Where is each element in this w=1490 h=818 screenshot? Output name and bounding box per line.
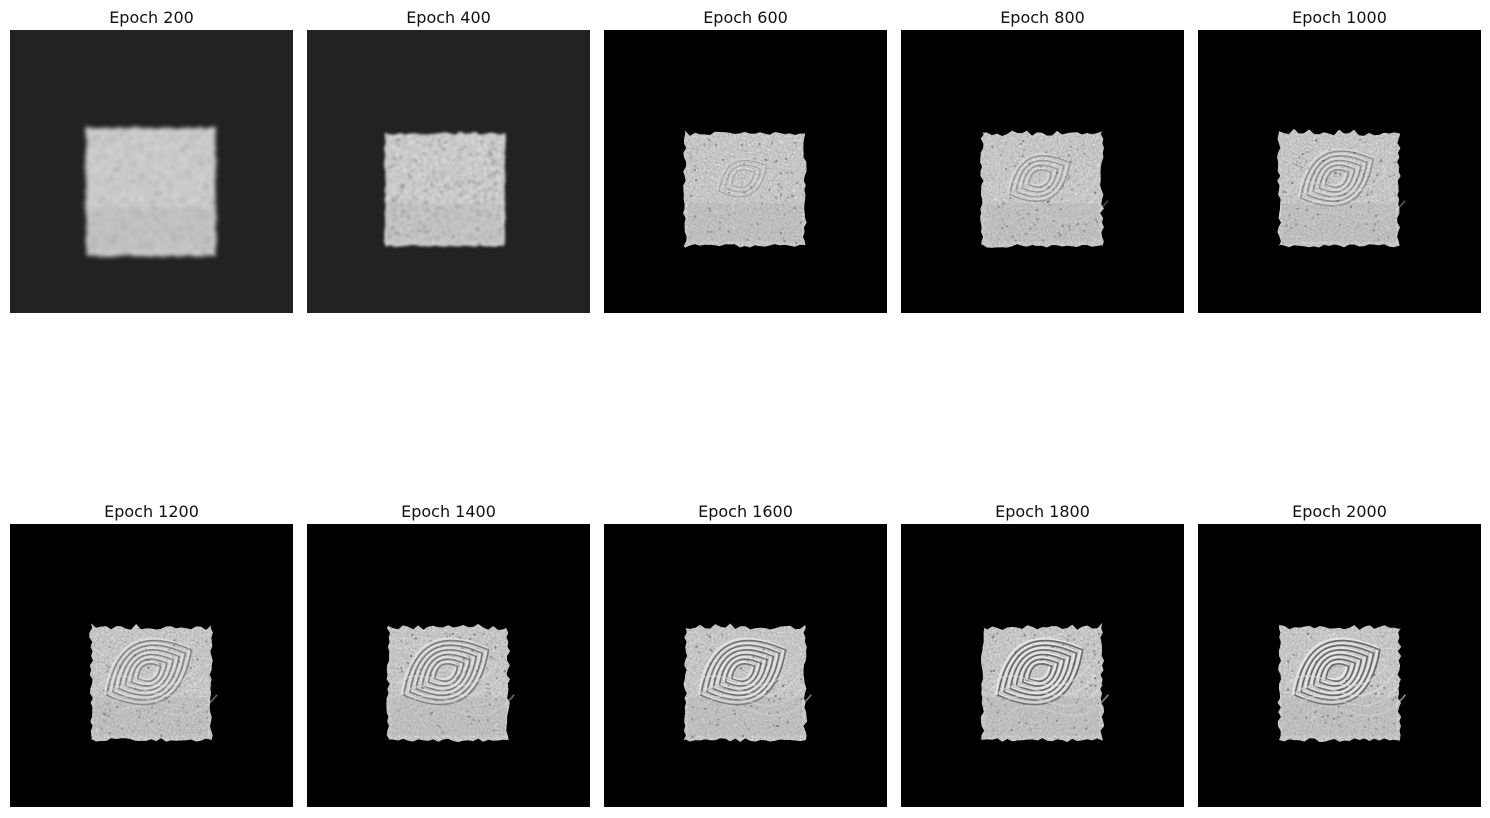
epoch-image: [10, 524, 293, 807]
patterned-square: [386, 623, 515, 742]
panel-title: Epoch 1000: [1292, 8, 1387, 27]
patterned-square: [980, 130, 1109, 248]
panel-title: Epoch 1800: [995, 502, 1090, 521]
square-body: [980, 130, 1104, 248]
epoch-panel: Epoch 1600: [604, 500, 887, 807]
epoch-image: [604, 524, 887, 807]
patterned-square: [683, 130, 807, 248]
panel-title: Epoch 800: [1000, 8, 1085, 27]
epoch-image: [307, 524, 590, 807]
patterned-square: [1277, 624, 1407, 742]
panel-title: Epoch 1400: [401, 502, 496, 521]
epoch-image: [604, 30, 887, 313]
epoch-panel: Epoch 800: [901, 6, 1184, 313]
epoch-panel: Epoch 600: [604, 6, 887, 313]
epoch-panel: Epoch 1800: [901, 500, 1184, 807]
epoch-panel: Epoch 1000: [1198, 6, 1481, 313]
epoch-panel: Epoch 400: [307, 6, 590, 313]
epoch-image: [10, 30, 293, 313]
epoch-panel: Epoch 2000: [1198, 500, 1481, 807]
patterned-square: [89, 623, 218, 742]
panel-title: Epoch 200: [109, 8, 194, 27]
patterned-square: [1277, 128, 1406, 248]
epoch-image: [901, 30, 1184, 313]
epoch-image: [1198, 524, 1481, 807]
panel-title: Epoch 600: [703, 8, 788, 27]
panel-title: Epoch 400: [406, 8, 491, 27]
epoch-panel: Epoch 200: [10, 6, 293, 313]
patterned-square: [85, 126, 217, 257]
patterned-square: [384, 131, 506, 247]
epoch-image: [1198, 30, 1481, 313]
patterned-square: [980, 623, 1109, 742]
epoch-image: [901, 524, 1184, 807]
epoch-panel: Epoch 1400: [307, 500, 590, 807]
panel-title: Epoch 1600: [698, 502, 793, 521]
panel-title: Epoch 2000: [1292, 502, 1387, 521]
epoch-panel: Epoch 1200: [10, 500, 293, 807]
patterned-square: [683, 623, 812, 742]
panel-title: Epoch 1200: [104, 502, 199, 521]
square-body: [683, 130, 807, 248]
epoch-image: [307, 30, 590, 313]
